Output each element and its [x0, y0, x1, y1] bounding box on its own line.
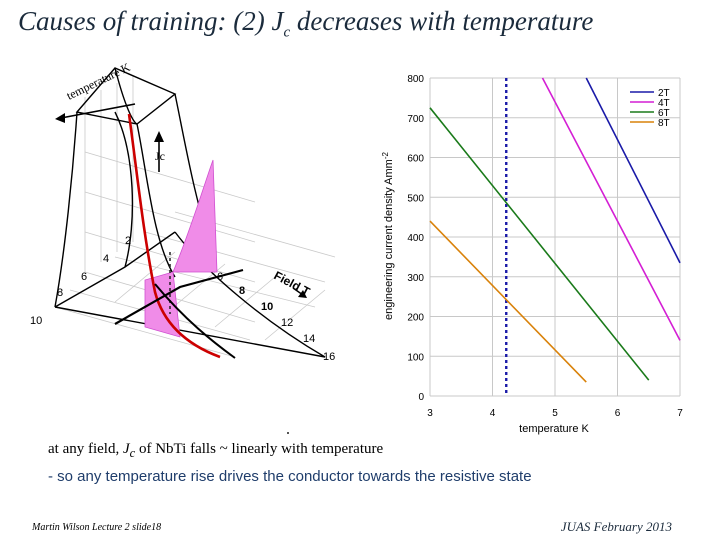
field-tick-label: 16: [323, 351, 335, 363]
base-curve: [154, 283, 236, 359]
y-axis-label: engineering current density Amm-2: [381, 151, 395, 319]
series-line-8T: [429, 220, 587, 383]
y-tick-label: 600: [407, 154, 424, 165]
chart-axes: 3 4 5 6 7 0 100 200 300 400 500 600 700 800: [407, 74, 683, 419]
field-tick-label: 12: [281, 317, 293, 329]
caption-prefix: at any field,: [48, 441, 123, 457]
x-tick-label: 3: [427, 408, 433, 419]
temp-tick-label: 4: [103, 253, 109, 265]
caption-j: J: [122, 441, 130, 457]
y-tick-label: 100: [407, 352, 424, 363]
critical-current-curve: [127, 113, 221, 359]
y-tick-label: 500: [407, 193, 424, 204]
field-arrow-head: [298, 290, 307, 298]
temp-tick-label: 10: [30, 315, 42, 327]
caption-c: c: [129, 446, 136, 460]
series-line-2T: [585, 77, 681, 264]
field-tick-label: 10: [261, 301, 273, 313]
series-line-4T: [541, 77, 681, 341]
legend-label-2T: 2T: [658, 88, 670, 99]
chart-series: [429, 77, 681, 396]
temperature-arrow: [60, 103, 136, 119]
slide-title-subscript: c: [283, 24, 291, 41]
field-tick-label: 6: [217, 271, 223, 283]
critical-surface-figure: temperature K Jc 2 4 6 8 10 6 8 10 12 14…: [30, 60, 335, 363]
slide-title-main: Causes of training: (2) J: [18, 6, 284, 36]
x-tick-label: 4: [490, 408, 496, 419]
series-line-6T: [429, 107, 650, 381]
jc-axis-label: Jc: [155, 149, 165, 163]
temp-tick-label: 8: [57, 287, 63, 299]
y-tick-label: 0: [418, 392, 424, 403]
y-axis-label-superscript: -2: [381, 151, 390, 159]
x-tick-label: 6: [615, 408, 621, 419]
caption-rest: of NbTi falls ~ linearly with temperatur…: [135, 441, 384, 457]
temp-tick-label: 2: [125, 235, 131, 247]
temperature-axis-label: temperature K: [64, 60, 132, 103]
y-tick-label: 400: [407, 233, 424, 244]
x-axis-label: temperature K: [519, 423, 589, 435]
chart-grid: [429, 77, 681, 397]
temp-tick-label: 6: [81, 271, 87, 283]
x-tick-label: 7: [677, 408, 683, 419]
slide-title-rest: decreases with temperature: [290, 6, 594, 36]
y-tick-label: 800: [407, 74, 424, 85]
bullet-text: - so any temperature rise drives the con…: [48, 468, 532, 485]
footer-left: Martin Wilson Lecture 2 slide18: [32, 522, 162, 533]
y-tick-label: 300: [407, 273, 424, 284]
stray-dot: [287, 432, 289, 434]
temperature-arrow-head: [55, 113, 65, 123]
critical-slice-highlight: [172, 159, 218, 273]
jc-arrow-head: [154, 131, 164, 142]
y-tick-label: 700: [407, 114, 424, 125]
field-tick-label: 8: [239, 285, 245, 297]
y-axis-label-text: engineering current density Amm: [383, 159, 395, 320]
x-tick-label: 5: [552, 408, 558, 419]
legend-label-6T: 6T: [658, 108, 670, 119]
footer-right: JUAS February 2013: [560, 519, 672, 534]
legend-label-8T: 8T: [658, 118, 670, 129]
legend-label-4T: 4T: [658, 98, 670, 109]
y-tick-label: 200: [407, 313, 424, 324]
caption-line: at any field, Jc of NbTi falls ~ linearl…: [48, 441, 383, 461]
field-slice-line: [114, 268, 244, 325]
field-tick-label: 14: [303, 333, 315, 345]
slide-title: Causes of training: (2) Jc decreases wit…: [18, 6, 593, 41]
